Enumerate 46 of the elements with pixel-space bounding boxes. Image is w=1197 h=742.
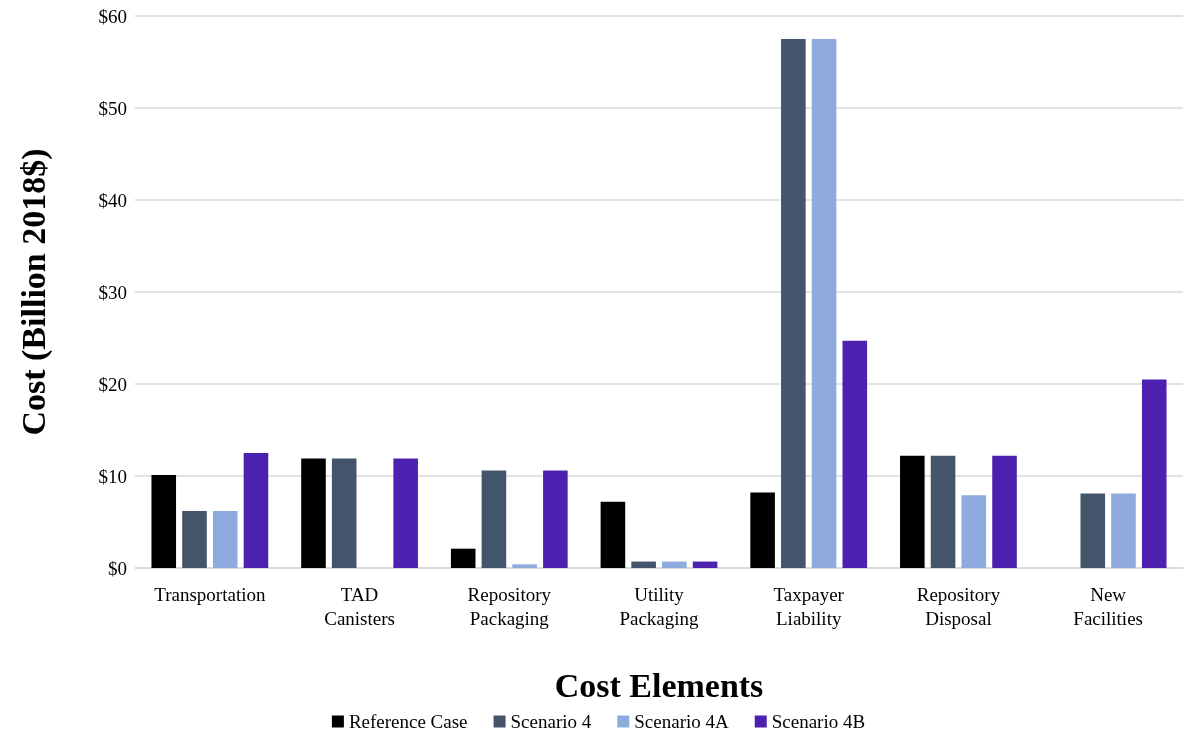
y-tick-label: $60 — [98, 5, 127, 27]
bar — [992, 455, 1017, 568]
x-tick-label: TAD Canisters — [324, 583, 395, 629]
x-tick-label: Transportation — [154, 583, 266, 605]
bar — [1141, 379, 1167, 568]
y-tick-label: $0 — [108, 557, 127, 579]
bar — [1111, 493, 1136, 568]
legend-label: Reference Case — [348, 711, 468, 732]
bar — [692, 561, 718, 568]
x-tick-label: Repository Packaging — [467, 583, 552, 629]
bar — [212, 510, 238, 568]
bar — [182, 510, 207, 568]
bar — [1080, 493, 1106, 568]
bar — [331, 458, 357, 568]
bar — [900, 455, 925, 568]
bar — [543, 470, 568, 568]
bar — [450, 548, 476, 568]
x-tick-label: Repository Disposal — [916, 583, 1001, 629]
y-tick-label: $10 — [98, 465, 127, 487]
bar — [481, 470, 507, 568]
y-tick-label: $30 — [98, 281, 127, 303]
x-tick-label: Taxpayer Liability — [773, 583, 845, 629]
bar — [151, 475, 177, 568]
y-tick-label: $20 — [98, 373, 127, 395]
bar — [243, 453, 269, 568]
bar — [930, 455, 956, 568]
y-axis-title: Cost (Billion 2018$) — [14, 148, 53, 436]
bar — [811, 39, 837, 568]
bar — [842, 340, 868, 568]
x-tick-label: Utility Packaging — [619, 583, 700, 629]
bar — [631, 561, 656, 568]
x-axis-title: Cost Elements — [554, 666, 764, 704]
bar — [512, 564, 537, 568]
bar — [393, 458, 418, 568]
bar — [750, 492, 775, 568]
legend-label: Scenario 4B — [771, 711, 866, 732]
y-tick-label: $40 — [98, 189, 127, 211]
bar — [961, 495, 987, 568]
bar — [600, 501, 626, 568]
bar — [662, 561, 687, 568]
legend-label: Scenario 4A — [634, 711, 729, 732]
bar — [301, 458, 326, 568]
y-tick-label: $50 — [98, 97, 127, 119]
bar — [781, 39, 806, 568]
legend-label: Scenario 4 — [510, 711, 592, 732]
x-tick-label: New Facilities — [1073, 583, 1143, 629]
